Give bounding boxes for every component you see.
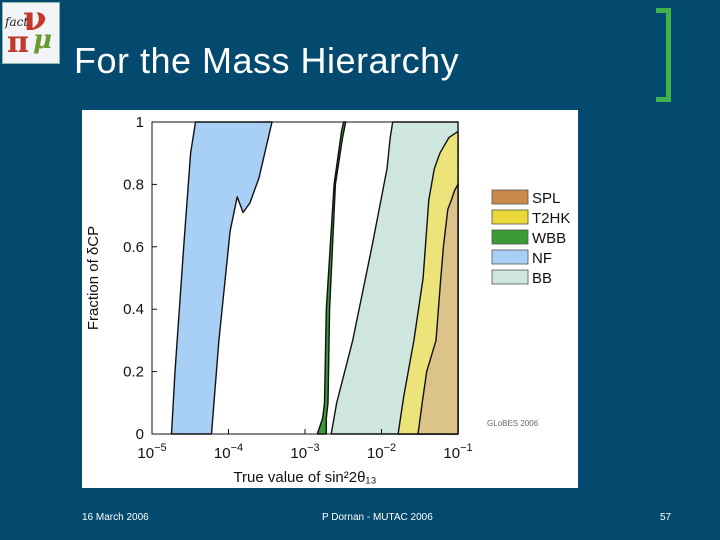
legend-swatch-spl — [491, 189, 529, 205]
chart-svg: 0 0.2 0.4 0.6 0.8 1 10−5 10−4 10−3 10−2 10−1 True v… — [85, 114, 570, 486]
x-tick-label: 10−5 — [137, 442, 166, 462]
logo-nu-glyph: ν — [23, 0, 47, 39]
region-nf — [170, 121, 273, 435]
legend-label-nf: NF — [532, 250, 552, 267]
x-axis-label: True value of sin²2θ₁₃ — [233, 469, 376, 486]
legend-swatch-wbb — [491, 229, 529, 245]
y-tick-label: 0 — [136, 426, 144, 443]
legend-label-bb: BB — [532, 270, 552, 287]
y-tick-label: 0.4 — [123, 301, 144, 318]
y-axis-label: Fraction of δCP — [85, 226, 102, 330]
logo-pi-glyph: π — [7, 25, 29, 60]
y-tick-label: 0.2 — [123, 364, 144, 381]
legend-swatch-bb — [491, 269, 529, 285]
legend-label-t2hk: T2HK — [532, 210, 570, 227]
x-tick-label: 10−4 — [214, 442, 243, 462]
chart-container: 0 0.2 0.4 0.6 0.8 1 10−5 10−4 10−3 10−2 10−1 True v… — [82, 110, 578, 488]
legend-swatch-nf — [491, 249, 529, 265]
logo-mu-glyph: μ — [33, 25, 53, 55]
legend-label-wbb: WBB — [532, 230, 566, 247]
footer-presenter: P Dornan - MUTAC 2006 — [322, 512, 433, 523]
x-tick-label: 10−3 — [290, 442, 319, 462]
slide-title: For the Mass Hierarchy — [74, 40, 460, 81]
x-tick-label: 10−1 — [443, 442, 472, 462]
y-tick-label: 0.6 — [123, 239, 144, 256]
page-number: 57 — [660, 512, 672, 523]
chart-credit: GLoBES 2006 — [487, 419, 539, 428]
footer-date: 16 March 2006 — [82, 512, 149, 523]
x-tick-label: 10−2 — [367, 442, 396, 462]
y-tick-label: 1 — [136, 114, 144, 131]
y-tick-label: 0.8 — [123, 176, 144, 193]
legend-label-spl: SPL — [532, 190, 560, 207]
logo-fact-text: fact — [5, 15, 29, 29]
legend-swatch-t2hk — [491, 209, 529, 225]
fact-logo: ν fact π μ — [2, 0, 60, 64]
bracket-decoration — [656, 8, 671, 102]
